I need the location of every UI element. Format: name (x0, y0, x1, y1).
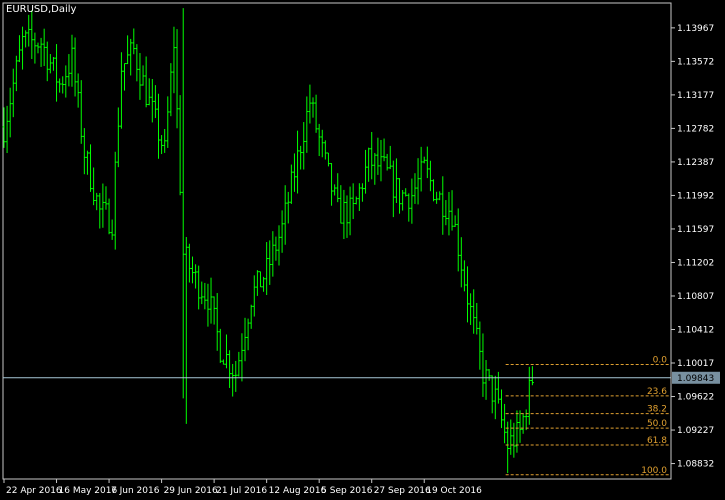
y-tick-label: 1.12387 (677, 158, 714, 168)
x-tick-label: 19 Oct 2016 (426, 486, 482, 496)
y-tick-label: 1.10017 (677, 359, 714, 369)
y-tick-label: 1.11992 (677, 191, 714, 201)
x-tick-label: 5 Sep 2016 (321, 486, 373, 496)
y-tick-label: 1.12782 (677, 124, 714, 134)
x-tick-label: 21 Jul 2016 (216, 486, 267, 496)
fib-level-label: 0.0 (653, 355, 668, 365)
current-price-label: 1.09843 (677, 374, 714, 384)
y-tick-label: 1.13177 (677, 91, 714, 101)
fib-level-label: 100.0 (641, 466, 667, 476)
x-tick-label: 16 May 2016 (59, 486, 118, 496)
y-tick-label: 1.13967 (677, 24, 714, 34)
plot-frame (2, 2, 672, 480)
y-tick-label: 1.11597 (677, 225, 714, 235)
fib-level-label: 50.0 (647, 419, 667, 429)
fib-level-label: 23.6 (647, 387, 667, 397)
x-tick-label: 29 Jun 2016 (164, 486, 218, 496)
current-price-box (672, 371, 720, 384)
y-tick-label: 1.13572 (677, 57, 714, 67)
x-tick-label: 12 Aug 2016 (269, 486, 327, 496)
y-tick-label: 1.09227 (677, 426, 714, 436)
fib-level-label: 38.2 (647, 405, 667, 415)
x-tick-label: 7 Jun 2016 (111, 486, 160, 496)
y-tick-label: 1.11202 (677, 258, 714, 268)
y-tick-label: 1.10807 (677, 292, 714, 302)
x-tick-label: 27 Sep 2016 (374, 486, 431, 496)
y-tick-label: 1.10412 (677, 325, 714, 335)
x-tick-label: 22 Apr 2016 (6, 486, 62, 496)
y-tick-label: 1.08832 (677, 460, 714, 470)
y-tick-label: 1.09622 (677, 393, 714, 403)
fib-level-label: 61.8 (647, 436, 667, 446)
chart-title: EURUSD,Daily (6, 4, 77, 15)
